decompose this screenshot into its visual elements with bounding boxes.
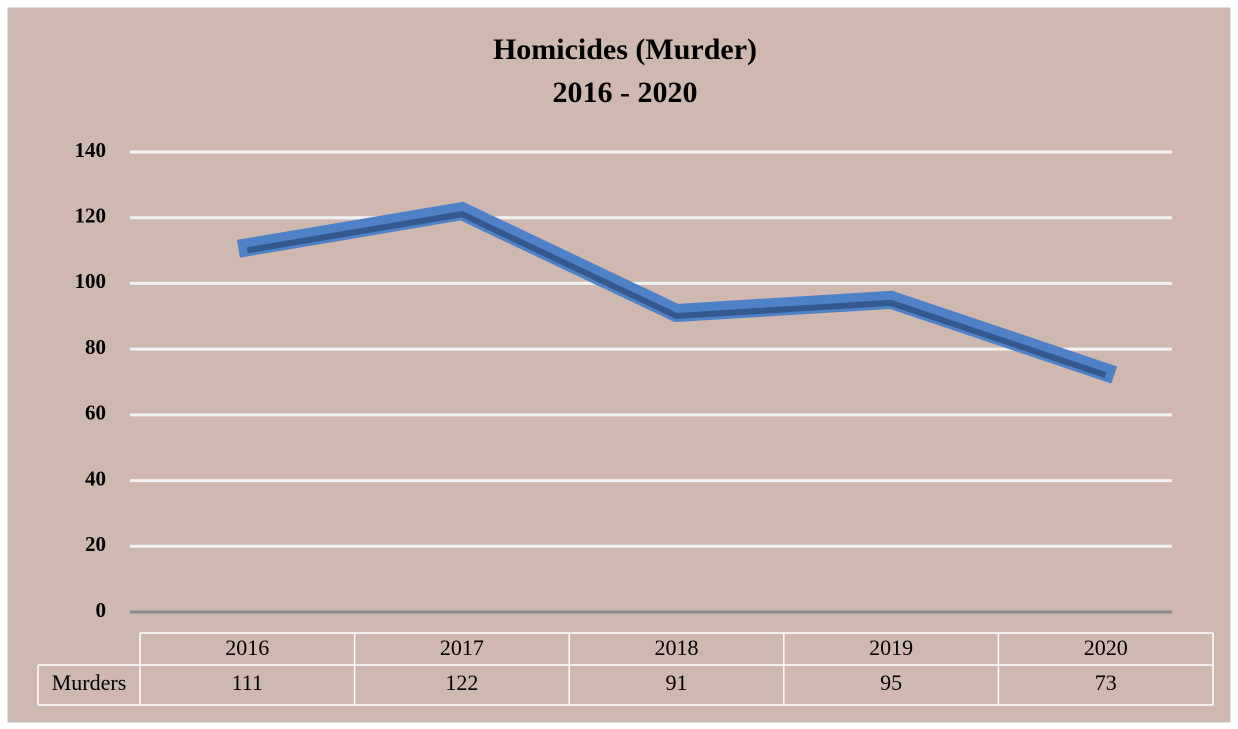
- y-tick-label: 100: [75, 269, 107, 293]
- data-table-value: 122: [445, 670, 478, 695]
- y-tick-label: 20: [85, 532, 106, 556]
- y-tick-label: 40: [85, 466, 106, 490]
- x-tick-label: 2019: [869, 635, 913, 660]
- chart-background: [7, 7, 1231, 723]
- y-tick-label: 80: [85, 335, 106, 359]
- data-table-value: 95: [880, 670, 902, 695]
- data-table-value: 73: [1095, 670, 1117, 695]
- x-tick-label: 2016: [225, 635, 269, 660]
- y-tick-label: 120: [75, 204, 107, 228]
- data-table-value: 91: [666, 670, 688, 695]
- x-tick-label: 2018: [655, 635, 699, 660]
- x-tick-label: 2020: [1084, 635, 1128, 660]
- legend-label: Murders: [52, 670, 127, 695]
- line-ribbon-shade: [246, 211, 1107, 378]
- x-tick-label: 2017: [440, 635, 484, 660]
- y-tick-label: 60: [85, 401, 106, 425]
- chart-title: Homicides (Murder): [493, 33, 757, 66]
- y-tick-label: 140: [75, 138, 107, 162]
- y-tick-label: 0: [96, 598, 107, 622]
- chart-subtitle: 2016 - 2020: [553, 76, 698, 109]
- data-table-value: 111: [232, 670, 263, 695]
